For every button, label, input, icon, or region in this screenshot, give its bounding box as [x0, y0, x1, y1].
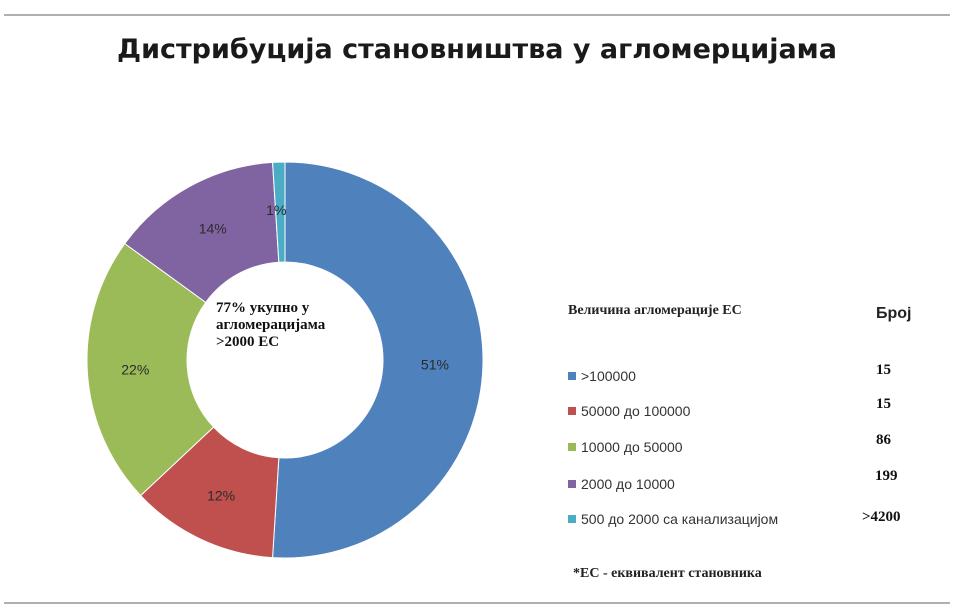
footnote: *ЕС - еквивалент становника — [573, 566, 762, 581]
count-1: 15 — [876, 362, 891, 378]
legend-item-3: 10000 до 50000 — [568, 437, 683, 457]
slice-label-2: 12% — [207, 488, 235, 504]
legend-swatch-4 — [568, 480, 576, 488]
legend-swatch-3 — [568, 443, 576, 451]
donut-slice-3 — [86, 242, 215, 497]
center-text-line-2: агломерацијама — [216, 317, 326, 333]
slice-label-4: 14% — [199, 221, 227, 237]
slice-label-5: 1% — [266, 202, 286, 218]
legend-item-2: 50000 до 100000 — [568, 401, 690, 421]
legend-item-4: 2000 до 10000 — [568, 474, 675, 494]
center-text-line-1: 77% укупно у — [216, 300, 310, 316]
legend-header: Величина агломерације ЕС — [568, 303, 742, 318]
slice-label-1: 51% — [421, 357, 449, 373]
legend-item-1: >100000 — [568, 366, 636, 386]
legend-label-1: >100000 — [581, 368, 636, 384]
center-text-line-3: >2000 ЕС — [216, 334, 280, 350]
slice-label-3: 22% — [121, 361, 149, 377]
count-3: 86 — [876, 432, 891, 448]
legend-label-5: 500 до 2000 са канализацијом — [581, 511, 779, 527]
legend-item-5: 500 до 2000 са канализацијом — [568, 509, 778, 529]
legend-label-3: 10000 до 50000 — [581, 439, 683, 455]
legend-swatch-5 — [568, 515, 576, 523]
chart-title: Дистрибуција становништва у агломерцијам… — [117, 34, 837, 65]
legend-label-2: 50000 до 100000 — [581, 403, 691, 419]
legend-label-4: 2000 до 10000 — [581, 476, 675, 492]
chart-frame — [4, 14, 950, 604]
count-5: >4200 — [862, 509, 901, 525]
count-header: Број — [876, 305, 912, 322]
donut-slice-5 — [272, 161, 286, 263]
count-2: 15 — [876, 396, 891, 412]
donut-slice-1 — [272, 161, 484, 559]
donut-center-text: 77% укупно у агломерацијама >2000 ЕС — [216, 300, 376, 351]
legend-swatch-1 — [568, 372, 576, 380]
count-4: 199 — [875, 468, 898, 484]
legend-swatch-2 — [568, 407, 576, 415]
